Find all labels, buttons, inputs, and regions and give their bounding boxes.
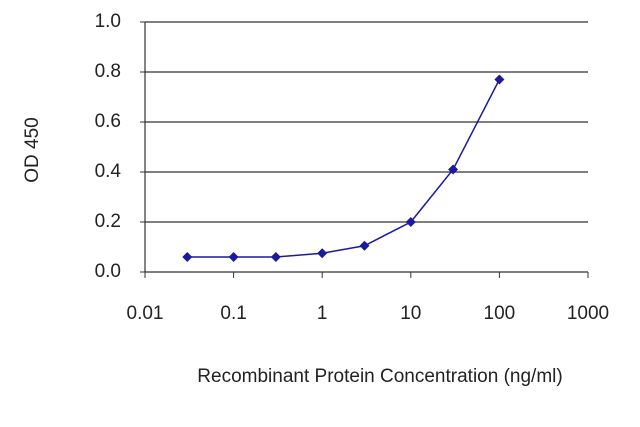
- point: [270, 252, 281, 262]
- x-tick-label: 100: [484, 303, 516, 324]
- y-axis-label: OD 450: [22, 117, 43, 182]
- x-tick-label: 0.1: [220, 303, 246, 324]
- point: [405, 217, 416, 227]
- point: [317, 248, 328, 259]
- x-tick-label: 1: [317, 303, 328, 324]
- curve: [187, 79, 501, 258]
- x-tick-label: 0.01: [127, 303, 164, 324]
- y-tick-label: 0.4: [95, 161, 122, 182]
- point: [359, 240, 370, 251]
- x-axis-label: Recombinant Protein Concentration (ng/ml…: [197, 366, 562, 387]
- x-tick-label: 10: [400, 303, 421, 324]
- point: [228, 252, 239, 262]
- y-tick-label: 0.0: [95, 261, 121, 282]
- point: [448, 164, 459, 175]
- y-tick-label: 0.6: [95, 111, 121, 132]
- x-tick-label: 1000: [567, 303, 609, 324]
- y-tick-label: 0.8: [95, 61, 121, 82]
- y-tick-label: 0.2: [95, 211, 121, 232]
- y-tick-label: 1.0: [95, 11, 121, 32]
- point: [494, 74, 505, 85]
- point: [182, 252, 193, 262]
